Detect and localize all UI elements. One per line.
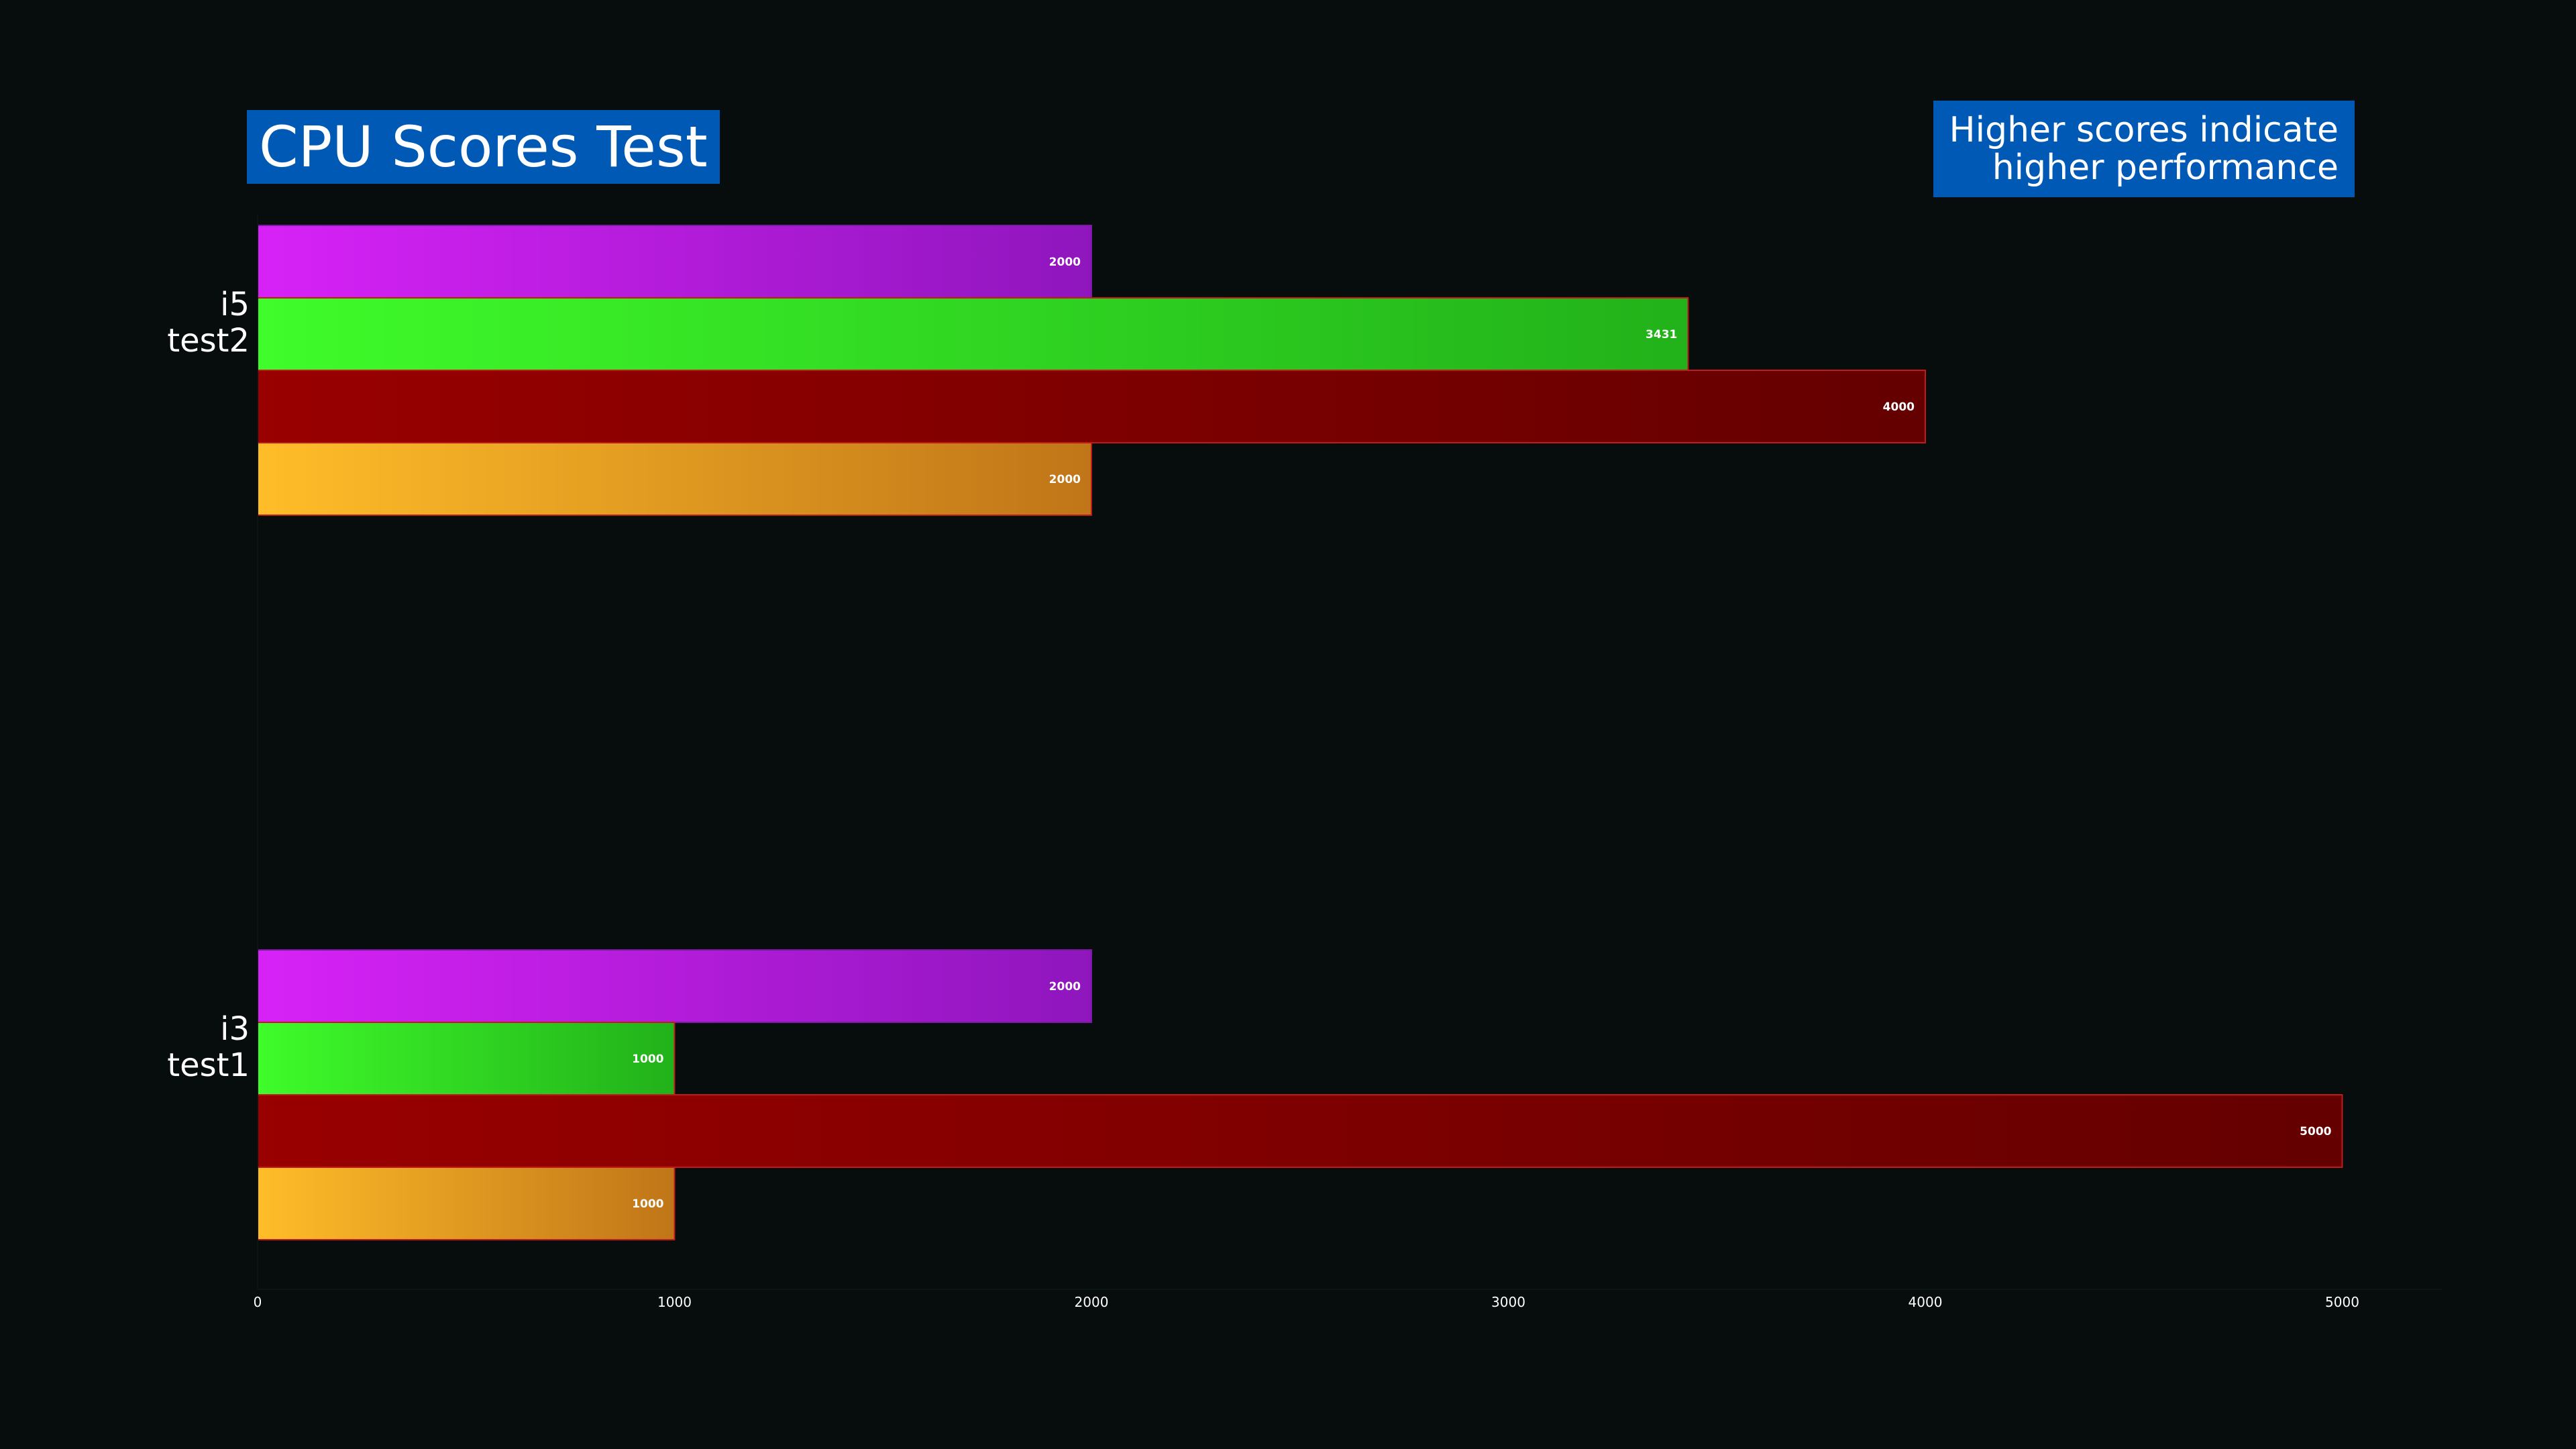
annotation-line-1: Higher scores indicate	[1949, 110, 2339, 150]
bar-test1-series-2	[257, 1022, 676, 1095]
bar-test2-series-4	[257, 442, 1092, 516]
x-tick-label-5000: 5000	[2325, 1294, 2359, 1310]
category-label-line: test2	[167, 322, 250, 360]
category-label-line: i3	[220, 1010, 250, 1048]
value-label-test1-series-2: 1000	[632, 1053, 663, 1066]
x-tick-label-1000: 1000	[657, 1294, 692, 1310]
category-label-line: test1	[167, 1046, 250, 1084]
bar-test2-series-3	[257, 370, 1926, 443]
value-label-test1-series-1: 2000	[1049, 980, 1081, 994]
category-label-line: i5	[220, 286, 250, 323]
bars-layer	[257, 225, 2343, 1240]
bar-test2-series-2	[257, 297, 1689, 371]
x-tick-label-0: 0	[254, 1294, 262, 1310]
annotation-line-2: higher performance	[1992, 148, 2339, 188]
x-tick-label-3000: 3000	[1491, 1294, 1525, 1310]
x-tick-label-2000: 2000	[1075, 1294, 1109, 1310]
bar-test1-series-3	[257, 1094, 2343, 1168]
value-label-test1-series-4: 1000	[632, 1197, 663, 1211]
value-label-test2-series-1: 2000	[1049, 256, 1081, 269]
category-label-test2: i5 test2	[167, 286, 250, 360]
bar-test1-series-1	[257, 949, 1092, 1023]
chart-title: CPU Scores Test	[247, 110, 720, 184]
value-label-test1-series-3: 5000	[2300, 1125, 2331, 1138]
value-label-test2-series-2: 3431	[1646, 328, 1677, 341]
x-tick-label-4000: 4000	[1909, 1294, 1943, 1310]
category-label-test1: i3 test1	[167, 1010, 250, 1084]
bar-test1-series-4	[257, 1167, 676, 1240]
value-label-test2-series-3: 4000	[1883, 400, 1915, 414]
bar-test2-series-1	[257, 225, 1092, 299]
annotation-box: Higher scores indicate higher performanc…	[1933, 101, 2355, 197]
axis-layer: 0 1000 2000 3000 4000 5000	[254, 215, 2442, 1310]
value-label-test2-series-4: 2000	[1049, 473, 1081, 486]
value-labels-layer: 2000 3431 4000 2000 i5 test2 2000 1000 5000 1000 i…	[167, 256, 2331, 1211]
